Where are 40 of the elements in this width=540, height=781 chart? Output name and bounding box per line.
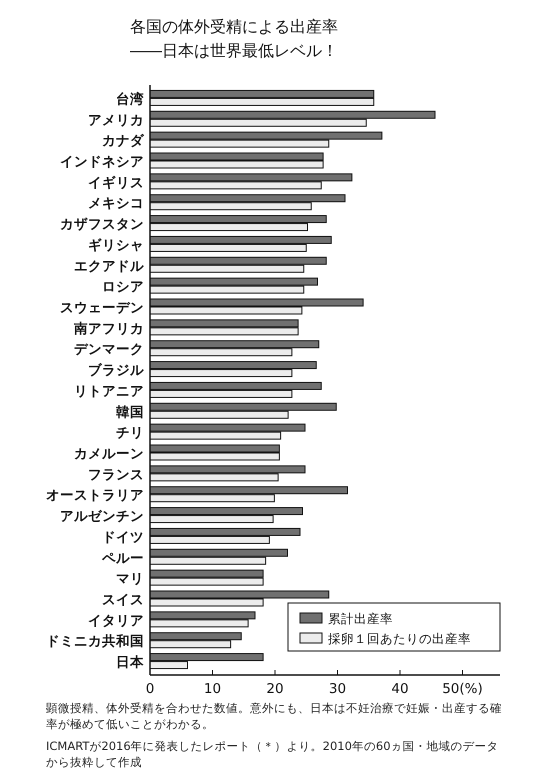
y-tick-label: イタリア bbox=[88, 612, 144, 629]
y-tick-label: オーストラリア bbox=[46, 488, 144, 504]
y-tick-label: カナダ bbox=[102, 133, 145, 150]
x-tick-label: 20 bbox=[266, 681, 284, 697]
y-tick-label: 南アフリカ bbox=[73, 320, 144, 337]
x-tick-label: 10 bbox=[204, 681, 222, 697]
y-tick-label: ロシア bbox=[102, 279, 144, 296]
y-tick-label: カザフスタン bbox=[60, 216, 144, 233]
y-tick-label: アルゼンチン bbox=[60, 508, 144, 525]
y-tick-label: 日本 bbox=[116, 654, 145, 671]
y-tick-label: 韓国 bbox=[116, 404, 144, 420]
chart-title: 各国の体外受精による出産率 bbox=[130, 17, 338, 36]
text: ICMARTが2016年に発表したレポート（＊）より。2010年の60ヵ国・地域のデータから抜粋して作成 bbox=[46, 738, 500, 770]
y-tick-label: スイス bbox=[102, 592, 144, 608]
y-tick-label: デンマーク bbox=[74, 342, 144, 358]
y-tick-label: ペルー bbox=[101, 550, 144, 566]
y-tick-label: イギリス bbox=[88, 174, 144, 191]
y-tick-label: アメリカ bbox=[88, 112, 144, 128]
legend-label: 採卵１回あたりの出産率 bbox=[328, 631, 471, 646]
x-tick-label: 50(%) bbox=[442, 681, 483, 697]
y-tick-label: ドイツ bbox=[102, 529, 144, 546]
legend-label: 累計出産率 bbox=[328, 611, 393, 626]
y-tick-label: マリ bbox=[116, 571, 144, 588]
y-tick-label: チリ bbox=[116, 425, 144, 442]
y-tick-label: インドネシア bbox=[60, 154, 144, 170]
y-tick-label: メキシコ bbox=[88, 196, 144, 212]
x-tick-label: 0 bbox=[146, 681, 154, 697]
y-tick-label: フランス bbox=[88, 466, 144, 483]
text: 顕微授精、体外受精を合わせた数値。意外にも、日本は不妊治療で妊娠・出産する確率が極めて低いことがわかる。 bbox=[46, 700, 503, 732]
y-tick-label: リトアニア bbox=[74, 383, 144, 400]
x-tick-label: 40 bbox=[391, 681, 409, 697]
y-tick-label: カメルーン bbox=[74, 446, 144, 462]
y-tick-label: エクアドル bbox=[74, 258, 145, 274]
y-tick-label: 台湾 bbox=[116, 90, 144, 108]
y-tick-label: ブラジル bbox=[88, 362, 145, 379]
x-tick-label: 30 bbox=[328, 681, 346, 697]
y-tick-label: ギリシャ bbox=[88, 237, 144, 254]
y-tick-label: スウェーデン bbox=[60, 300, 144, 316]
y-tick-label: ドミニカ共和国 bbox=[46, 634, 144, 650]
chart-subtitle: ――日本は世界最低レベル！ bbox=[130, 41, 338, 60]
